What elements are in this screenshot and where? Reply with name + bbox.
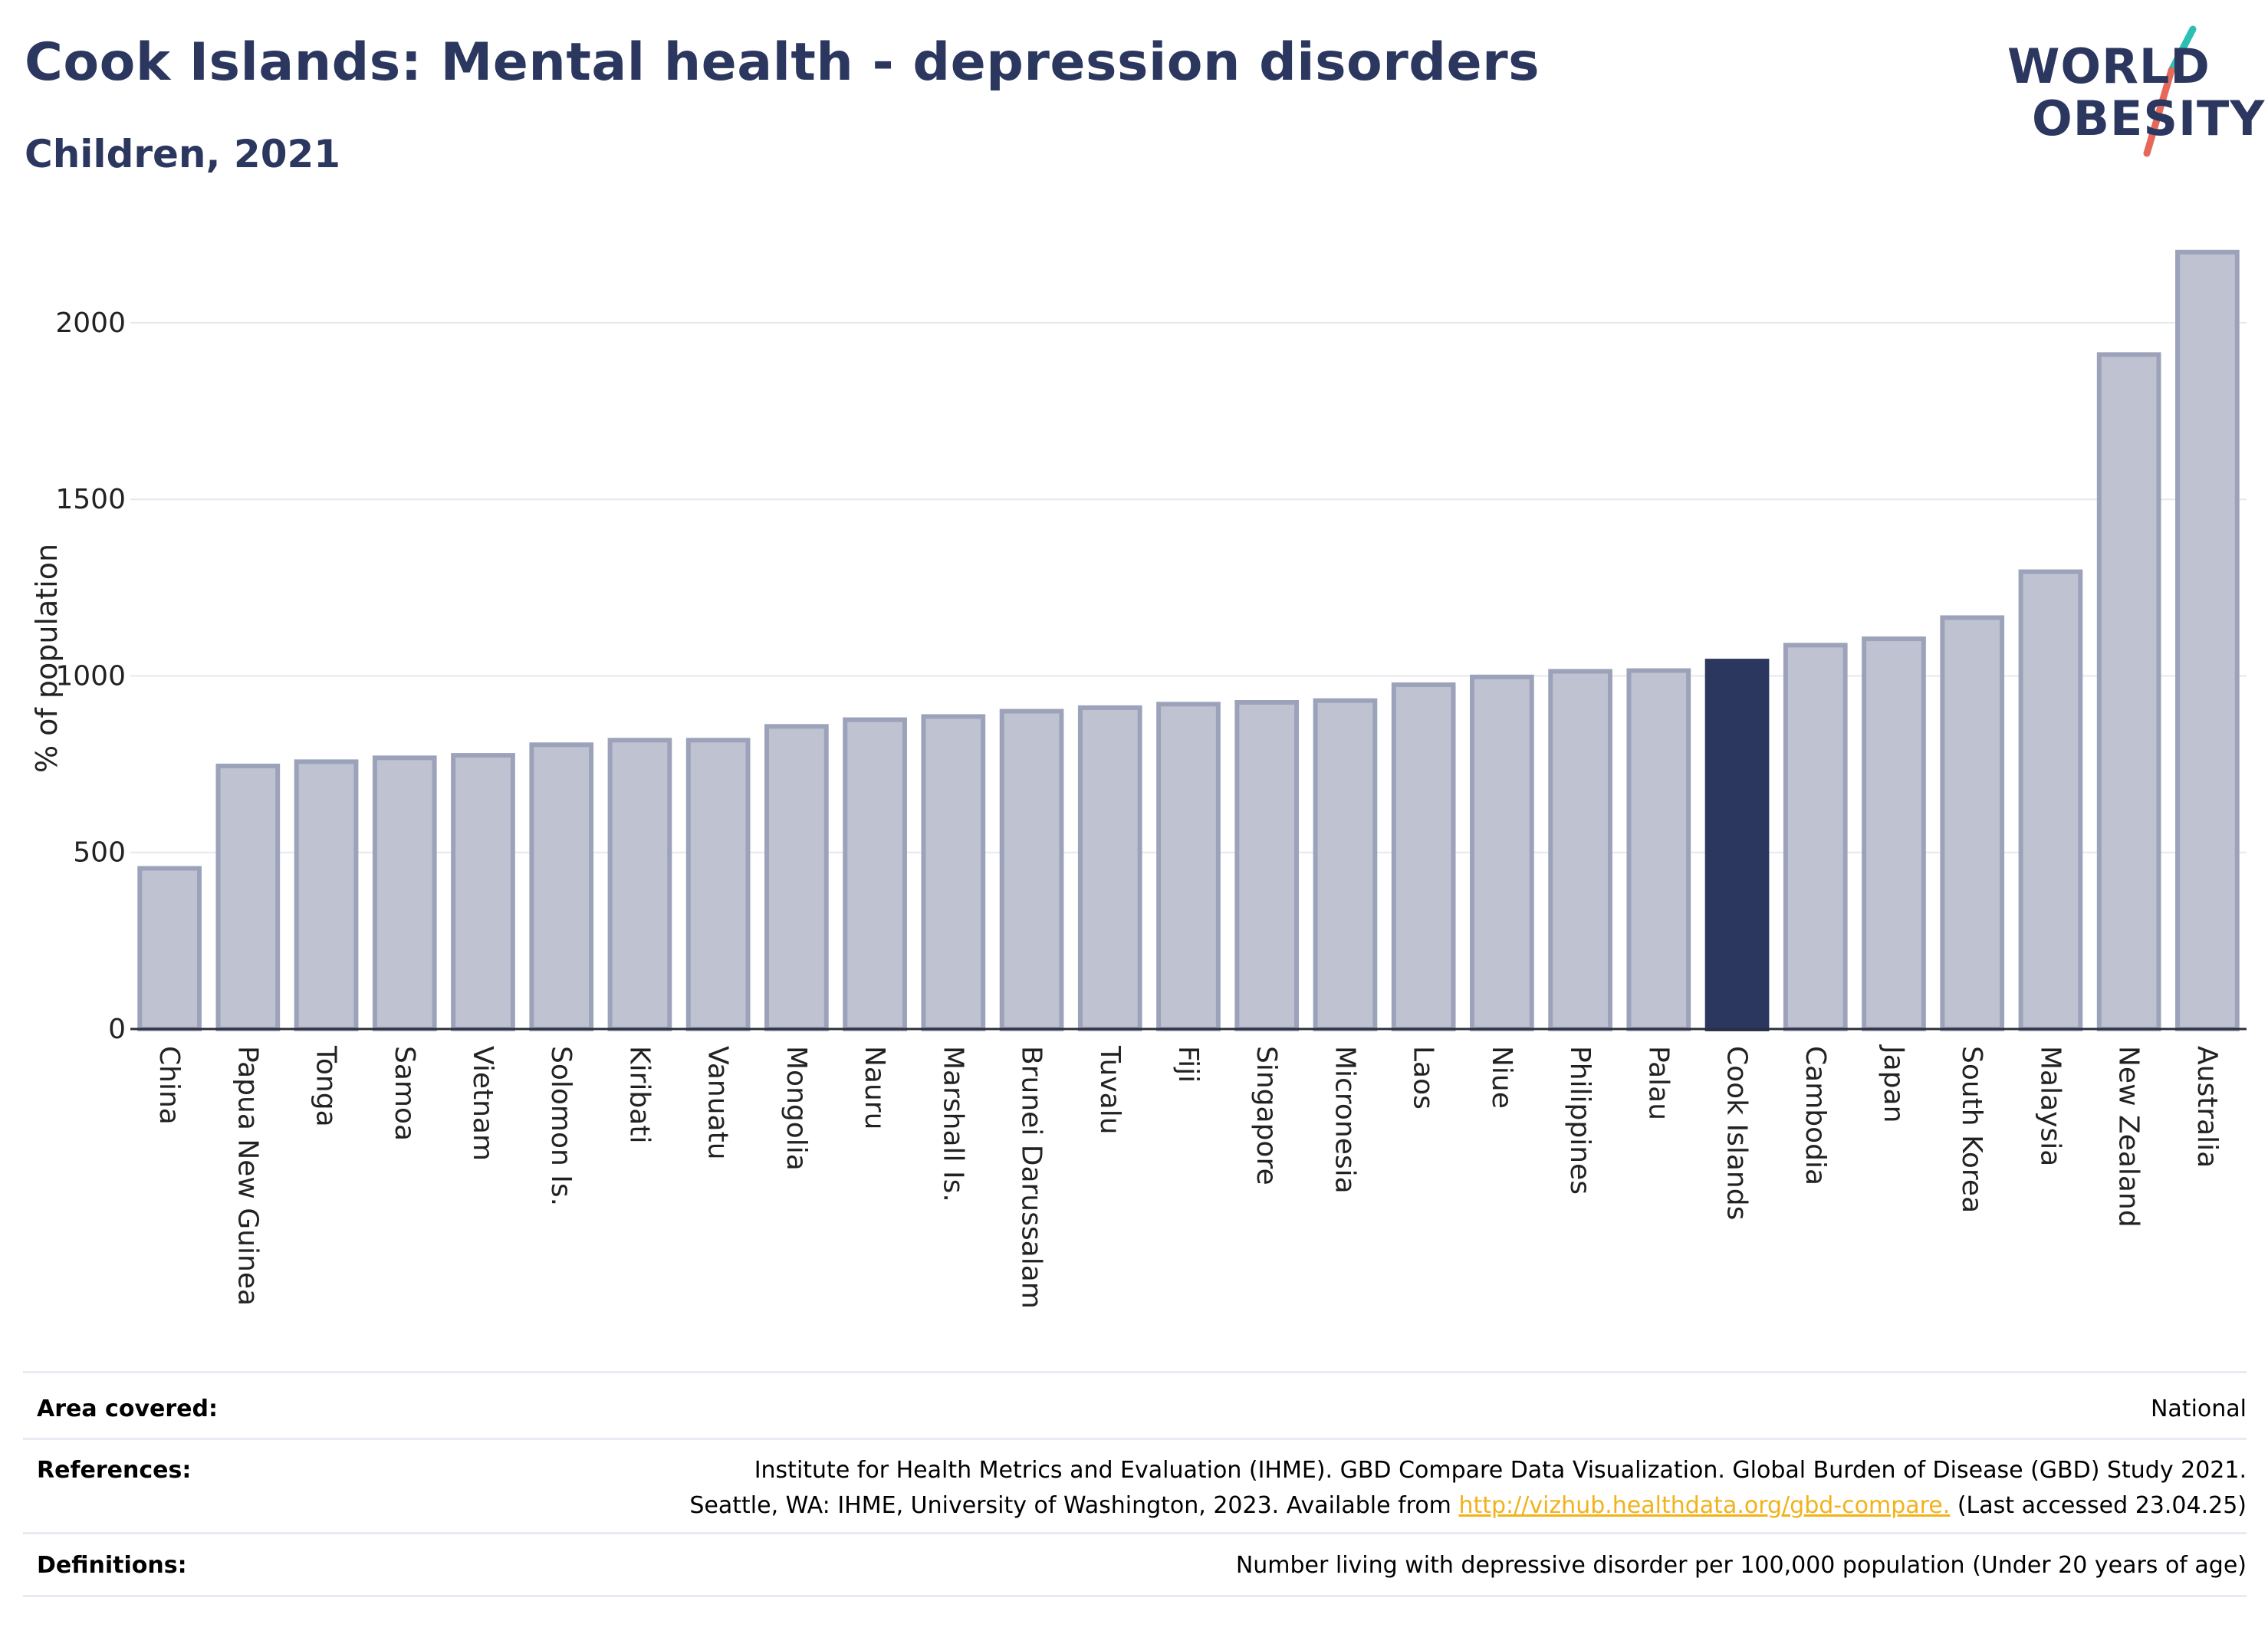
info-divider (23, 1371, 2247, 1373)
logo-line-2: OBESITY (2032, 90, 2266, 146)
x-tick-label: Solomon Is. (545, 1046, 577, 1206)
bar-kiribati (607, 738, 672, 1032)
bar-philippines (1548, 669, 1612, 1032)
area-covered-label: Area covered: (37, 1396, 218, 1422)
bar-cambodia (1783, 643, 1848, 1031)
x-tick-label: Palau (1642, 1046, 1674, 1120)
bar-papua-new-guinea (215, 763, 281, 1031)
y-tick-label: 0 (108, 1014, 126, 1045)
info-divider (23, 1595, 2247, 1597)
area-covered-value: National (2150, 1396, 2247, 1422)
references-prefix: Seattle, WA: IHME, University of Washing… (689, 1492, 1459, 1519)
x-tick-label: Japan (1878, 1044, 1909, 1123)
chart-subtitle: Children, 2021 (25, 132, 341, 176)
x-tick-label: Micronesia (1329, 1046, 1360, 1194)
references-line-2: Seattle, WA: IHME, University of Washing… (689, 1492, 2247, 1519)
logo-slash-icon (2143, 25, 2197, 157)
bar-vanuatu (685, 738, 751, 1032)
info-divider (23, 1438, 2247, 1440)
x-tick-label: Samoa (389, 1046, 420, 1141)
references-suffix: (Last accessed 23.04.25) (1950, 1492, 2247, 1519)
y-tick-label: 1000 (55, 660, 126, 692)
bar-laos (1391, 682, 1456, 1031)
x-tick-label: New Zealand (2113, 1046, 2145, 1228)
x-tick-label: Vanuatu (702, 1046, 734, 1160)
x-tick-label: Cambodia (1800, 1046, 1831, 1185)
bar-malaysia (2018, 569, 2083, 1031)
x-tick-label: Brunei Darussalam (1016, 1046, 1047, 1309)
info-panel: Area covered: National References: Insti… (23, 1365, 2247, 1618)
x-tick-label: Niue (1486, 1046, 1517, 1109)
logo-line-1: WORLD (2007, 38, 2210, 94)
x-tick-label: Fiji (1172, 1046, 1204, 1083)
x-tick-label: Australia (2191, 1046, 2223, 1168)
info-divider (23, 1532, 2247, 1534)
bar-new-zealand (2096, 352, 2161, 1031)
references-label: References: (37, 1457, 192, 1484)
x-tick-label: Laos (1408, 1046, 1439, 1110)
x-tick-label: Marshall Is. (937, 1046, 968, 1202)
x-tick-label: Malaysia (2034, 1046, 2066, 1166)
x-tick-label: Tonga (311, 1045, 342, 1127)
y-tick-label: 1500 (55, 484, 126, 515)
references-link[interactable]: http://vizhub.healthdata.org/gbd-compare… (1458, 1492, 1951, 1519)
x-tick-label: Tuvalu (1094, 1045, 1126, 1135)
bar-australia (2175, 249, 2240, 1031)
bar-japan (1862, 636, 1926, 1032)
x-tick-label: Singapore (1251, 1046, 1282, 1185)
x-tick-label: Vietnam (467, 1046, 498, 1161)
x-tick-label: Cook Islands (1721, 1046, 1753, 1220)
y-axis-title: % of population (30, 544, 64, 773)
bar-chart: 0 500 1000 1500 2000 % of population China Papu… (30, 249, 2247, 1309)
bar-fiji (1156, 702, 1221, 1031)
x-tick-label: Papua New Guinea (232, 1046, 263, 1306)
chart-title: Cook Islands: Mental health - depression… (25, 32, 1540, 93)
bar-marshall-is- (921, 714, 986, 1031)
x-tick-label: Kiribati (623, 1046, 655, 1143)
bar-south-korea (1940, 615, 2005, 1031)
x-tick-label: Nauru (859, 1046, 890, 1129)
y-tick-label: 500 (73, 837, 126, 869)
definitions-label: Definitions: (37, 1552, 187, 1579)
x-tick-label: Mongolia (781, 1046, 812, 1171)
x-tick-label: South Korea (1956, 1046, 1987, 1213)
bar-solomon-is- (529, 742, 594, 1032)
references-line-1: Institute for Health Metrics and Evaluat… (754, 1457, 2247, 1484)
bar-tonga (294, 759, 359, 1031)
definitions-value: Number living with depressive disorder p… (1235, 1552, 2247, 1579)
bar-niue (1470, 674, 1534, 1031)
bar-mongolia (764, 724, 829, 1031)
bar-brunei-darussalam (999, 709, 1064, 1031)
bar-tuvalu (1077, 705, 1142, 1032)
bar-china (137, 866, 202, 1032)
bar-cook-islands (1704, 659, 1770, 1031)
y-tick-label: 2000 (55, 307, 126, 339)
bar-palau (1626, 668, 1691, 1032)
bar-vietnam (451, 753, 515, 1031)
bar-singapore (1234, 700, 1300, 1032)
bar-nauru (843, 717, 907, 1031)
bar-samoa (372, 755, 437, 1031)
bar-micronesia (1313, 698, 1378, 1031)
x-tick-label: China (153, 1046, 185, 1125)
world-obesity-logo: WORLD OBESITY (1994, 23, 2264, 161)
x-tick-label: Philippines (1564, 1046, 1596, 1195)
